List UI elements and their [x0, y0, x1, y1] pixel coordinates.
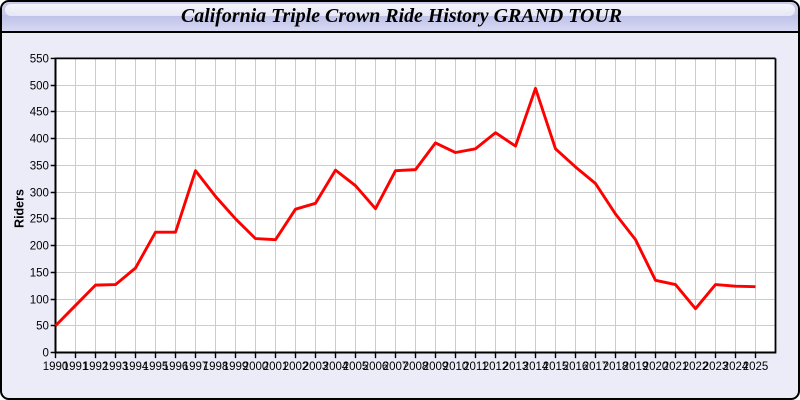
svg-text:2018: 2018 — [603, 361, 629, 373]
svg-text:Riders: Riders — [13, 189, 27, 228]
svg-text:500: 500 — [30, 81, 49, 93]
svg-text:0: 0 — [42, 348, 48, 360]
svg-text:1990: 1990 — [43, 361, 69, 373]
svg-text:2022: 2022 — [683, 361, 709, 373]
svg-text:2025: 2025 — [743, 361, 769, 373]
svg-text:450: 450 — [30, 107, 49, 119]
svg-text:1993: 1993 — [103, 361, 129, 373]
svg-text:1997: 1997 — [183, 361, 209, 373]
svg-text:2001: 2001 — [263, 361, 289, 373]
svg-text:2023: 2023 — [703, 361, 729, 373]
svg-text:2007: 2007 — [383, 361, 409, 373]
svg-text:350: 350 — [30, 161, 49, 173]
svg-text:250: 250 — [30, 214, 49, 226]
svg-text:2021: 2021 — [663, 361, 689, 373]
svg-text:2009: 2009 — [423, 361, 449, 373]
svg-text:2012: 2012 — [483, 361, 509, 373]
svg-text:1991: 1991 — [63, 361, 89, 373]
svg-text:2013: 2013 — [503, 361, 529, 373]
svg-text:1996: 1996 — [163, 361, 189, 373]
svg-text:2016: 2016 — [563, 361, 589, 373]
svg-text:2024: 2024 — [723, 361, 749, 373]
svg-text:2014: 2014 — [523, 361, 549, 373]
svg-text:50: 50 — [36, 321, 49, 333]
svg-text:2019: 2019 — [623, 361, 649, 373]
svg-text:2006: 2006 — [363, 361, 389, 373]
svg-text:2008: 2008 — [403, 361, 429, 373]
svg-text:2015: 2015 — [543, 361, 569, 373]
svg-text:150: 150 — [30, 268, 49, 280]
svg-text:400: 400 — [30, 134, 49, 146]
svg-text:2020: 2020 — [643, 361, 669, 373]
svg-text:2005: 2005 — [343, 361, 369, 373]
svg-text:2002: 2002 — [283, 361, 309, 373]
svg-text:1999: 1999 — [223, 361, 249, 373]
svg-text:1992: 1992 — [83, 361, 109, 373]
svg-text:1998: 1998 — [203, 361, 229, 373]
svg-text:2003: 2003 — [303, 361, 329, 373]
svg-text:2011: 2011 — [463, 361, 488, 373]
svg-text:200: 200 — [30, 241, 49, 253]
svg-text:2017: 2017 — [583, 361, 609, 373]
svg-text:2000: 2000 — [243, 361, 269, 373]
svg-text:550: 550 — [30, 54, 49, 66]
svg-text:100: 100 — [30, 295, 49, 307]
svg-text:300: 300 — [30, 188, 49, 200]
svg-text:1995: 1995 — [143, 361, 169, 373]
svg-text:1994: 1994 — [123, 361, 149, 373]
svg-text:2004: 2004 — [323, 361, 349, 373]
svg-text:2010: 2010 — [443, 361, 469, 373]
